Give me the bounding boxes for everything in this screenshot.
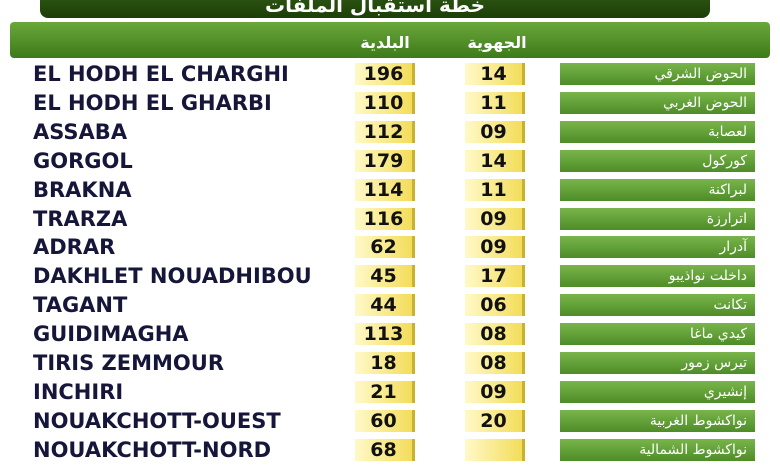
regional-count: 11 xyxy=(465,91,525,114)
title-banner: خطة استقبال الملفات xyxy=(40,0,710,18)
region-name-ar: لعصابة xyxy=(560,120,755,143)
region-name: GUIDIMAGHA xyxy=(33,322,189,347)
region-name: ADRAR xyxy=(33,235,116,260)
regional-count: 20 xyxy=(465,409,525,432)
column-header: البلدية xyxy=(360,33,410,52)
region-name: ASSABA xyxy=(33,119,128,144)
region-name-ar: تكانت xyxy=(560,294,755,317)
region-name-ar: كوركول xyxy=(560,149,755,172)
region-name-ar: الحوض الغربي xyxy=(560,91,755,114)
regional-count: 17 xyxy=(465,265,525,288)
municipal-count: 62 xyxy=(355,236,415,259)
municipal-count: 68 xyxy=(355,438,415,461)
region-name: GORGOL xyxy=(33,148,133,173)
regional-count: 14 xyxy=(465,63,525,85)
region-name-ar: كيدي ماغا xyxy=(560,323,755,346)
region-name: DAKHLET NOUADHIBOU xyxy=(33,264,312,289)
region-name: TIRIS ZEMMOUR xyxy=(33,351,224,375)
region-name-ar: داخلت نواذيبو xyxy=(560,265,755,288)
regional-count: 09 xyxy=(465,380,525,403)
regional-count: 08 xyxy=(465,352,525,374)
municipal-count: 21 xyxy=(355,380,415,403)
regional-count: 11 xyxy=(465,178,525,201)
region-name-ar: تيرس زمور xyxy=(560,352,755,374)
regional-count: 09 xyxy=(465,207,525,230)
region-name: INCHIRI xyxy=(33,379,124,404)
municipal-count: 196 xyxy=(355,63,415,85)
region-name-ar: اترارزة xyxy=(560,207,755,230)
municipal-count: 179 xyxy=(355,149,415,172)
municipal-count: 112 xyxy=(355,120,415,143)
region-name: TAGANT xyxy=(33,293,128,318)
region-name-ar: آدرار xyxy=(560,236,755,259)
regional-count xyxy=(465,438,525,461)
municipal-count: 114 xyxy=(355,178,415,201)
municipal-count: 60 xyxy=(355,409,415,432)
region-name: EL HODH EL CHARGHI xyxy=(33,62,289,86)
region-name-ar: إنشيري xyxy=(560,380,755,403)
regional-count: 09 xyxy=(465,120,525,143)
region-name-ar: نواكشوط الغربية xyxy=(560,409,755,432)
region-name: BRAKNA xyxy=(33,177,132,202)
municipal-count: 45 xyxy=(355,265,415,288)
municipal-count: 44 xyxy=(355,294,415,317)
municipal-count: 116 xyxy=(355,207,415,230)
municipal-count: 18 xyxy=(355,352,415,374)
region-name: NOUAKCHOTT-NORD xyxy=(33,437,272,462)
regional-count: 08 xyxy=(465,323,525,346)
region-name: NOUAKCHOTT-OUEST xyxy=(33,408,281,433)
column-header: الجهوية xyxy=(467,33,527,52)
regional-count: 09 xyxy=(465,236,525,259)
region-name-ar: لبراكنة xyxy=(560,178,755,201)
region-name-ar: الحوض الشرقي xyxy=(560,63,755,85)
regional-count: 14 xyxy=(465,149,525,172)
region-name: EL HODH EL GHARBI xyxy=(33,90,272,115)
municipal-count: 113 xyxy=(355,323,415,346)
region-name-ar: نواكشوط الشمالية xyxy=(560,438,755,461)
municipal-count: 110 xyxy=(355,91,415,114)
regional-count: 06 xyxy=(465,294,525,317)
region-name: TRARZA xyxy=(33,206,128,231)
header-bar xyxy=(10,22,770,58)
